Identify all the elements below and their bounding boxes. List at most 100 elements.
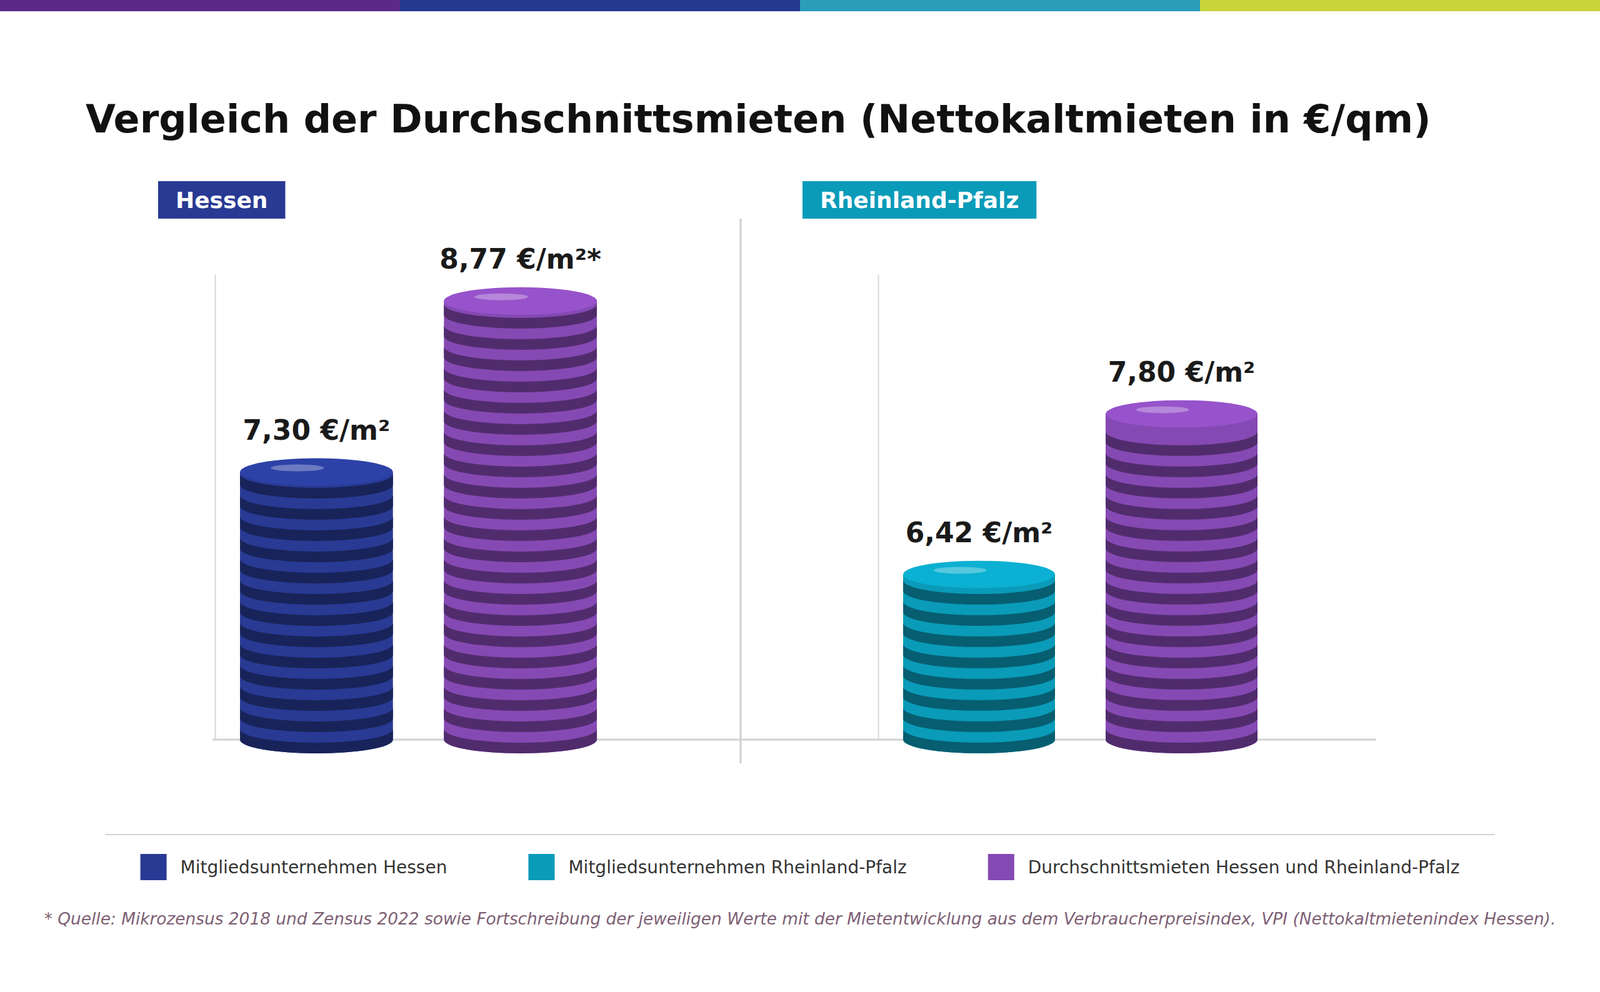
- coin-edge: [1105, 538, 1258, 563]
- coin-edge: [1105, 644, 1258, 669]
- panel-divider: [740, 218, 742, 764]
- coin-edge: [240, 495, 394, 520]
- coin-edge: [240, 644, 394, 669]
- data-label: 7,30 €/m²: [243, 414, 391, 447]
- legend-item: Mitgliedsunternehmen Rheinland-Pfalz: [528, 854, 907, 881]
- coin-edge: [240, 729, 394, 754]
- panel: Rheinland-Pfalz 6,42 €/m²7,80 €/m²: [740, 181, 1377, 754]
- chart-title: Vergleich der Durchschnittsmieten (Netto…: [85, 96, 1431, 142]
- bar: [240, 472, 394, 754]
- coin-edge: [903, 644, 1055, 669]
- coin-edge: [1105, 580, 1258, 605]
- panel-title-box: [158, 181, 285, 219]
- coin-edge: [443, 431, 597, 457]
- y-axis-line: [878, 275, 880, 741]
- chart-canvas: Vergleich der Durchschnittsmieten (Netto…: [0, 0, 1600, 992]
- coin-edge: [1105, 559, 1258, 584]
- coin-edge: [1105, 686, 1258, 712]
- coin-edge: [443, 325, 597, 350]
- y-axis: [215, 275, 216, 741]
- coin-edge: [443, 495, 597, 520]
- bar: [1105, 414, 1258, 754]
- coin-edge: [240, 623, 394, 648]
- coin-edge: [240, 580, 394, 605]
- coin-stack: [903, 561, 1055, 754]
- y-axis: [878, 275, 879, 741]
- bars: [240, 287, 597, 754]
- coin-edge: [443, 729, 597, 754]
- coin-highlight: [270, 465, 325, 472]
- y-axis-line: [215, 275, 217, 741]
- coin-edge: [903, 623, 1055, 648]
- top-stripe: [0, 0, 400, 12]
- panel-title: Rheinland-Pfalz: [820, 187, 1019, 214]
- coin-edge: [240, 559, 394, 584]
- legend-separator: [105, 834, 1495, 836]
- panel-title: Hessen: [175, 187, 268, 214]
- bar: [443, 301, 597, 754]
- top-stripe: [800, 0, 1200, 12]
- coin-edge: [240, 708, 394, 733]
- coin-edge: [1105, 665, 1258, 690]
- coin-edge: [443, 686, 597, 712]
- legend-item: Durchschnittsmieten Hessen und Rheinland…: [988, 854, 1460, 881]
- legend-label: Mitgliedsunternehmen Rheinland-Pfalz: [568, 857, 907, 879]
- coin-edge: [1105, 623, 1258, 648]
- legend-item: Mitgliedsunternehmen Hessen: [140, 854, 448, 881]
- coin-edge: [443, 580, 597, 605]
- coin-edge: [1105, 474, 1258, 499]
- panel-title-box: [802, 181, 1037, 219]
- coin-edge: [443, 410, 597, 435]
- baseline: [740, 739, 1377, 742]
- coin-edge: [1105, 431, 1258, 457]
- legend-swatch: [140, 854, 167, 881]
- coin-edge: [443, 368, 597, 393]
- legend: Mitgliedsunternehmen Hessen Mitgliedsunte…: [140, 854, 1460, 881]
- coin-edge: [1105, 495, 1258, 520]
- top-stripe: [400, 0, 800, 12]
- coin-edge: [1105, 708, 1258, 733]
- data-label: 8,77 €/m²*: [439, 243, 602, 275]
- coin-edge: [240, 686, 394, 712]
- coin-stack: [240, 458, 394, 754]
- coin-edge: [240, 538, 394, 563]
- coin-edge: [1105, 516, 1258, 542]
- coin-edge: [443, 601, 597, 627]
- coin-edge: [443, 644, 597, 669]
- coin-highlight: [1136, 406, 1190, 414]
- coin-edge: [903, 665, 1055, 690]
- coin-edge: [240, 516, 394, 542]
- data-label: 6,42 €/m²: [905, 516, 1054, 549]
- coin-edge: [443, 559, 597, 584]
- coin-top: [1105, 400, 1258, 429]
- coin-highlight: [933, 566, 987, 574]
- coin-edge: [1105, 601, 1258, 627]
- coin-edge: [903, 686, 1055, 712]
- legend-label: Durchschnittsmieten Hessen und Rheinland…: [1028, 857, 1460, 879]
- coin-edge: [443, 474, 597, 499]
- coin-top: [903, 561, 1055, 589]
- legend-swatch: [528, 854, 555, 881]
- coin-edge: [903, 708, 1055, 733]
- coin-top: [240, 458, 394, 487]
- coin-edge: [443, 665, 597, 690]
- coin-edge: [443, 516, 597, 542]
- coin-edge: [443, 453, 597, 478]
- coin-edge: [240, 601, 394, 627]
- coin-edge: [443, 538, 597, 563]
- coin-highlight: [474, 293, 529, 301]
- coin-edge: [443, 623, 597, 648]
- footnote: * Quelle: Mikrozensus 2018 und Zensus 20…: [44, 910, 1557, 929]
- coin-top: [443, 287, 597, 315]
- coin-edge: [903, 601, 1055, 627]
- legend-swatch: [988, 854, 1015, 881]
- data-labels: 7,30 €/m² 8,77 €/m²*: [243, 243, 602, 447]
- coin-edge: [903, 729, 1055, 754]
- coin-stack: [443, 287, 597, 754]
- data-labels: 6,42 €/m²7,80 €/m²: [905, 356, 1256, 549]
- coin-edge: [443, 346, 597, 372]
- panel: Hessen 7,30 €/m² 8,77 €/m²*: [158, 181, 741, 764]
- coin-edge: [240, 665, 394, 690]
- coin-edge: [1105, 453, 1258, 478]
- coin-edge: [443, 708, 597, 733]
